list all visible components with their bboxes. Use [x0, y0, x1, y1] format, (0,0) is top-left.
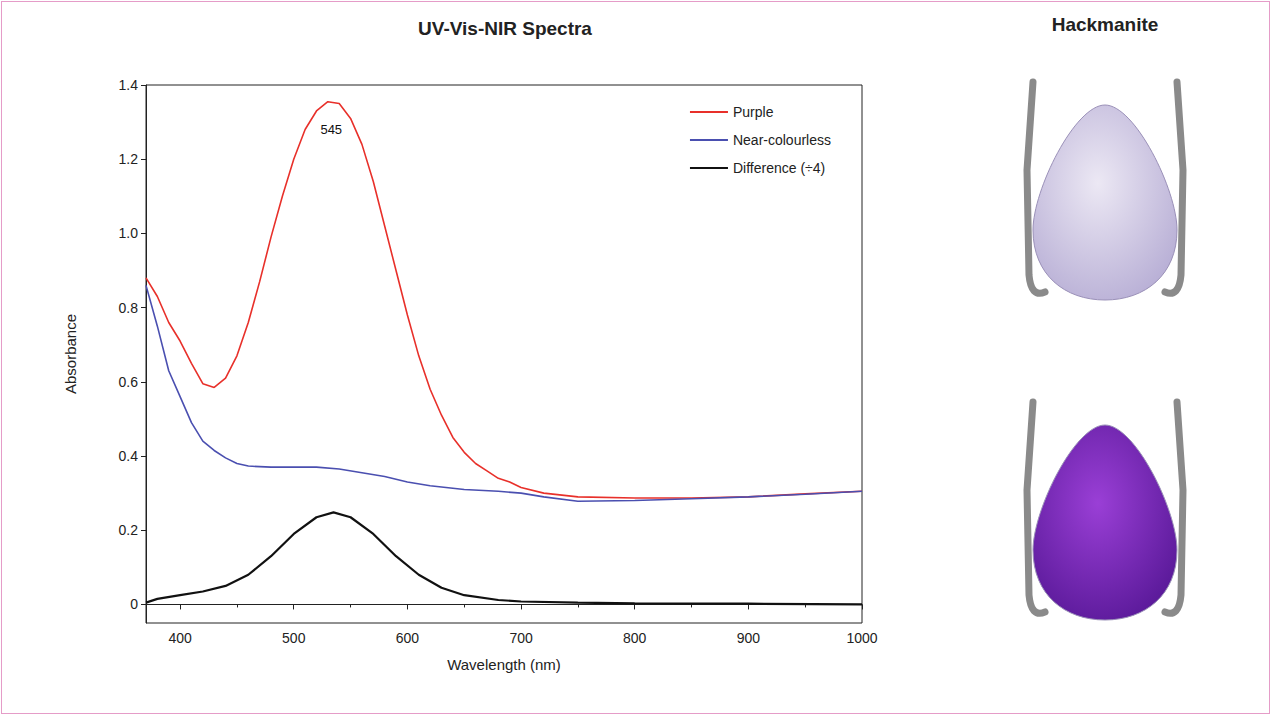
svg-text:500: 500: [282, 630, 306, 646]
svg-text:1.4: 1.4: [119, 77, 139, 93]
html-text:Hackmanite: Hackmanite: [1051, 14, 1159, 35]
svg-text:0.8: 0.8: [119, 300, 139, 316]
svg-text:0: 0: [130, 596, 138, 612]
svg-text:545: 545: [320, 122, 342, 137]
svg-text:700: 700: [509, 630, 533, 646]
svg-text:Near-colourless: Near-colourless: [733, 132, 831, 148]
svg-text:0.6: 0.6: [119, 374, 139, 390]
svg-text:1.0: 1.0: [119, 225, 139, 241]
svg-text:400: 400: [168, 630, 192, 646]
svg-text:0.2: 0.2: [119, 522, 139, 538]
svg-text:1000: 1000: [846, 630, 877, 646]
svg-text:1.2: 1.2: [119, 151, 139, 167]
svg-text:600: 600: [396, 630, 420, 646]
svg-text:0.4: 0.4: [119, 448, 139, 464]
svg-text:Wavelength (nm): Wavelength (nm): [447, 656, 561, 673]
svg-text:Absorbance: Absorbance: [62, 314, 79, 394]
svg-text:UV-Vis-NIR Spectra: UV-Vis-NIR Spectra: [418, 18, 592, 39]
svg-text:Difference (÷4): Difference (÷4): [733, 160, 825, 176]
svg-text:800: 800: [623, 630, 647, 646]
svg-text:900: 900: [737, 630, 761, 646]
svg-text:Purple: Purple: [733, 104, 774, 120]
